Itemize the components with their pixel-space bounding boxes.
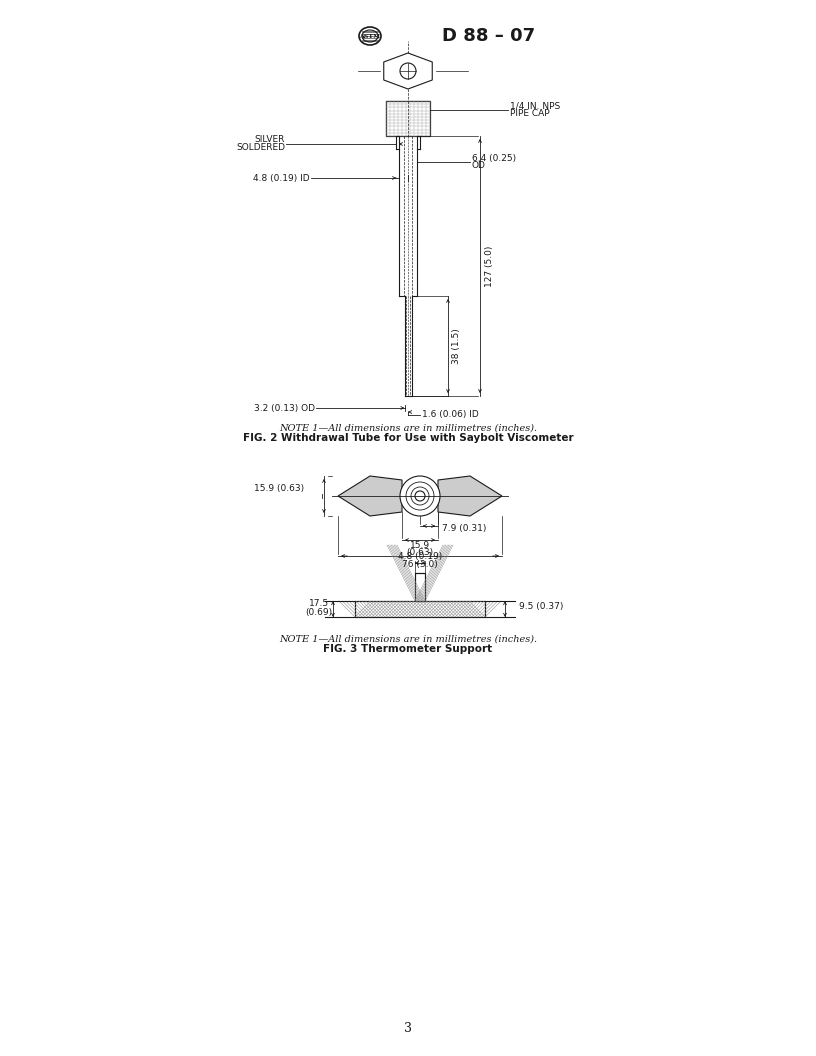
Text: 15.9: 15.9 <box>410 542 430 550</box>
Bar <box>415 573 425 601</box>
Text: FIG. 2 Withdrawal Tube for Use with Saybolt Viscometer: FIG. 2 Withdrawal Tube for Use with Sayb… <box>242 433 574 444</box>
Text: 17.5: 17.5 <box>309 600 329 608</box>
Text: 3.2 (0.13) OD: 3.2 (0.13) OD <box>254 403 315 413</box>
Text: 76 (3.0): 76 (3.0) <box>402 560 438 568</box>
Circle shape <box>415 491 425 501</box>
Polygon shape <box>338 476 402 516</box>
Text: 6.4 (0.25): 6.4 (0.25) <box>472 153 517 163</box>
Bar <box>386 101 430 136</box>
Text: (0.69): (0.69) <box>305 608 333 618</box>
Text: 1/4 IN. NPS: 1/4 IN. NPS <box>510 101 561 111</box>
Text: 38 (1.5): 38 (1.5) <box>452 328 461 364</box>
Text: 127 (5.0): 127 (5.0) <box>485 245 494 286</box>
Polygon shape <box>438 476 502 516</box>
Text: SILVER: SILVER <box>255 135 285 145</box>
Text: NOTE 1—All dimensions are in millimetres (inches).: NOTE 1—All dimensions are in millimetres… <box>279 635 537 643</box>
Text: OD: OD <box>472 162 486 170</box>
Text: 7.9 (0.31): 7.9 (0.31) <box>442 525 486 533</box>
Ellipse shape <box>362 30 378 42</box>
Text: PIPE CAP: PIPE CAP <box>510 110 550 118</box>
Text: ASTM: ASTM <box>359 34 380 38</box>
Text: NOTE 1—All dimensions are in millimetres (inches).: NOTE 1—All dimensions are in millimetres… <box>279 423 537 433</box>
Text: 4.8 (0.19) ID: 4.8 (0.19) ID <box>254 173 310 183</box>
Bar <box>415 573 425 601</box>
Text: D 88 – 07: D 88 – 07 <box>442 27 535 45</box>
Text: FIG. 3 Thermometer Support: FIG. 3 Thermometer Support <box>323 644 493 654</box>
Text: 3: 3 <box>404 1021 412 1035</box>
Bar <box>355 601 485 617</box>
Text: SOLDERED: SOLDERED <box>236 144 285 152</box>
Text: 1.6 (0.06) ID: 1.6 (0.06) ID <box>422 411 479 419</box>
Text: 9.5 (0.37): 9.5 (0.37) <box>519 603 563 611</box>
Bar <box>386 101 430 136</box>
Text: (0.63): (0.63) <box>406 548 433 558</box>
Circle shape <box>400 476 440 516</box>
Text: 4.8 (0.19): 4.8 (0.19) <box>398 551 442 561</box>
Bar <box>355 601 485 617</box>
Text: 15.9 (0.63): 15.9 (0.63) <box>254 484 304 492</box>
